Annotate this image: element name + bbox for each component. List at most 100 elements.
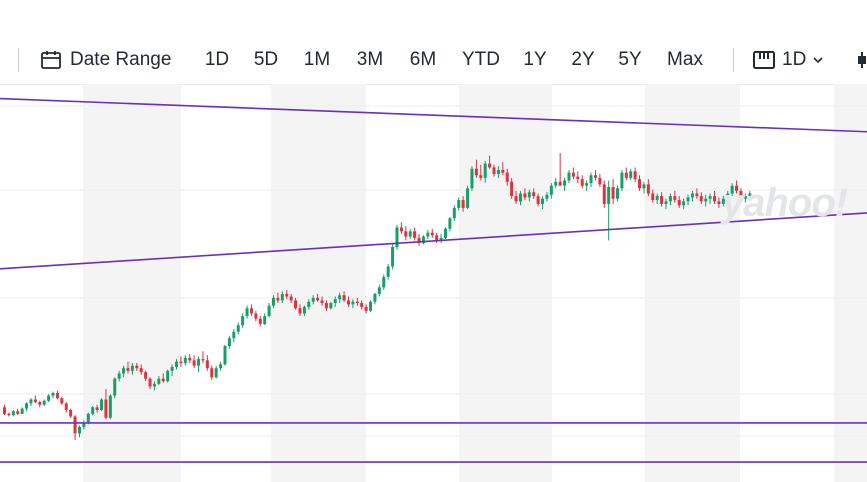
candle-body [100, 399, 104, 410]
candle-body [505, 172, 509, 182]
candle-body [91, 407, 95, 414]
candle-body [205, 360, 209, 369]
range-3m-button[interactable]: 3M [356, 49, 384, 70]
candle-body [60, 398, 64, 404]
candle-body [479, 175, 483, 178]
candle-body [38, 402, 42, 405]
candle-body [589, 175, 593, 184]
time-band [645, 84, 740, 482]
candle-body [135, 365, 139, 369]
interval-label: 1D [782, 49, 807, 70]
candle-body [166, 370, 170, 382]
candle-body [51, 392, 55, 396]
candle-body [721, 198, 725, 204]
candle-body [126, 368, 130, 371]
candle-body [329, 303, 333, 309]
range-ytd-button[interactable]: YTD [462, 49, 500, 70]
candle-body [11, 411, 15, 416]
trendline[interactable] [0, 149, 867, 274]
candle-body [413, 231, 417, 238]
candle-body [549, 185, 553, 195]
candle-body [104, 399, 108, 418]
candle-body [174, 361, 178, 367]
candle-body [474, 168, 478, 176]
candle-body [161, 378, 165, 382]
date-range-button[interactable]: Date Range [40, 46, 171, 74]
candle-body [492, 167, 496, 174]
trendline[interactable] [0, 97, 867, 166]
candle-body [113, 378, 117, 396]
candle-body [408, 231, 412, 237]
candle-body [510, 181, 514, 197]
candle-body [29, 399, 33, 404]
candle-body [236, 325, 240, 332]
yahoo-watermark-logo: yahoo! [722, 181, 848, 225]
candle-body [580, 179, 584, 186]
range-1m-button[interactable]: 1M [303, 49, 331, 70]
candle-body [611, 186, 615, 199]
candle-body [263, 316, 267, 324]
candle-body [3, 407, 6, 414]
candle-body [435, 235, 439, 241]
candle-body [404, 231, 408, 237]
candlestick-chart-type-icon[interactable] [852, 46, 867, 74]
candle-body [730, 185, 734, 194]
candle-body [642, 184, 646, 189]
date-range-label: Date Range [70, 49, 172, 70]
candle-body [108, 395, 112, 418]
candle-body [64, 403, 68, 410]
candle-body [272, 297, 276, 306]
range-1y-button[interactable]: 1Y [523, 49, 547, 70]
candle-body [457, 200, 461, 208]
calendar-icon [41, 51, 61, 69]
time-bands [83, 84, 867, 482]
candle-body [602, 184, 606, 204]
candle-body [713, 196, 717, 202]
candle-body [333, 299, 337, 304]
candle-body [748, 193, 752, 197]
candle-body [47, 395, 51, 401]
candle-body [152, 383, 156, 387]
candle-body [219, 364, 223, 369]
candle-body [20, 408, 24, 414]
candle-body [430, 232, 434, 236]
candle-body [55, 392, 59, 399]
candle-body [192, 360, 196, 366]
range-5d-button[interactable]: 5D [253, 49, 279, 70]
candle-body [139, 368, 143, 373]
candle-body [607, 186, 611, 204]
candles [3, 153, 752, 440]
range-max-button[interactable]: Max [667, 49, 703, 70]
candle-body [320, 300, 324, 304]
candle-body [386, 266, 390, 277]
candle-body [690, 193, 694, 198]
range-6m-button[interactable]: 6M [409, 49, 437, 70]
candle-body [391, 246, 395, 267]
chart-canvas[interactable] [0, 84, 867, 482]
candle-body [664, 201, 668, 204]
candle-body [7, 413, 11, 416]
candle-body [307, 301, 311, 307]
candle-body [342, 295, 346, 301]
candle-body [488, 163, 492, 168]
candle-body [289, 296, 293, 301]
candle-body [267, 305, 271, 317]
candle-body [518, 193, 522, 202]
candle-body [210, 368, 214, 378]
interval-dropdown[interactable]: 1D [752, 46, 824, 74]
candle-body [373, 293, 377, 302]
candle-body [554, 181, 558, 186]
candle-body [364, 306, 368, 311]
candle-body [157, 378, 161, 384]
range-5y-button[interactable]: 5Y [618, 49, 642, 70]
time-band [459, 84, 552, 482]
candle-body [682, 201, 686, 206]
candle-body [369, 301, 373, 311]
range-1d-button[interactable]: 1D [204, 49, 230, 70]
range-2y-button[interactable]: 2Y [571, 49, 595, 70]
price-chart[interactable]: yahoo! [0, 84, 867, 482]
candle-body [576, 176, 580, 180]
candle-body [258, 318, 262, 324]
candle-body [298, 308, 302, 314]
candle-body [77, 426, 81, 434]
